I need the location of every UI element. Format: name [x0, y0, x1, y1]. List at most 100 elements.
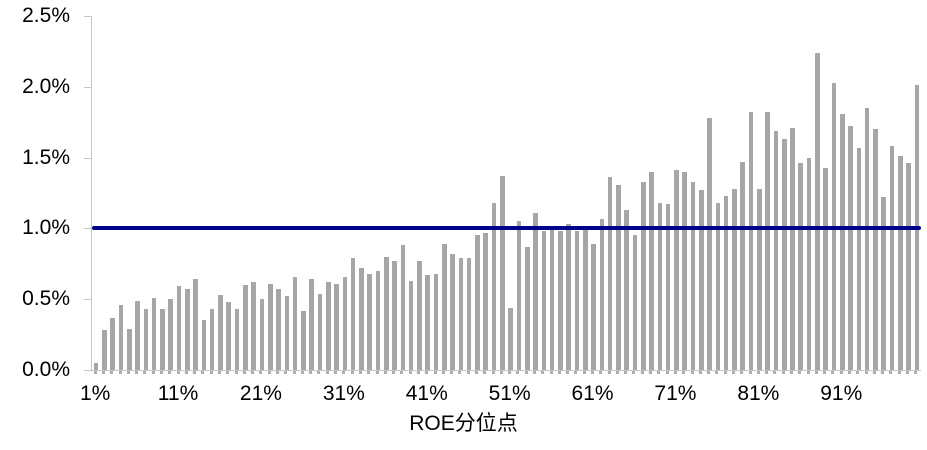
x-tick-mark	[375, 371, 379, 374]
bar-percentile-19	[243, 285, 248, 370]
bar-percentile-43	[442, 243, 447, 370]
bar-percentile-88	[815, 52, 820, 370]
x-tick-mark	[135, 371, 139, 374]
y-tick-label: 2.5%	[22, 4, 70, 27]
bar-percentile-8	[151, 297, 157, 370]
x-axis-title: ROE分位点	[409, 412, 518, 435]
x-tick-mark	[259, 371, 263, 374]
x-tick-mark	[731, 371, 735, 374]
x-tick-mark	[690, 371, 694, 374]
bar-percentile-71	[674, 170, 679, 370]
bar-percentile-98	[897, 156, 903, 370]
bar-percentile-11	[176, 286, 182, 370]
bar-percentile-67	[640, 181, 646, 370]
x-tick-label: 41%	[405, 382, 448, 405]
x-tick-mark	[101, 371, 105, 374]
x-tick-mark	[126, 371, 130, 374]
x-tick-mark	[806, 371, 810, 374]
x-tick-mark	[342, 371, 346, 374]
bar-percentile-99	[906, 163, 911, 370]
x-tick-label: 21%	[239, 382, 282, 405]
plot-area	[91, 16, 921, 371]
x-tick-mark	[425, 371, 429, 374]
y-tick-label: 0.5%	[22, 287, 70, 311]
x-tick-mark	[143, 371, 147, 374]
bar-percentile-18	[234, 309, 240, 370]
x-tick-mark	[217, 371, 221, 374]
x-tick-mark	[491, 371, 495, 374]
bar-percentile-60	[582, 225, 588, 370]
bar-percentile-22	[267, 283, 273, 370]
x-tick-mark	[756, 371, 760, 374]
x-tick-mark	[848, 371, 852, 374]
x-tick-mark	[831, 371, 835, 374]
x-tick-mark	[450, 371, 454, 374]
y-tick-mark	[84, 228, 91, 230]
x-tick-label: 1%	[79, 382, 111, 405]
bar-percentile-31	[342, 276, 348, 370]
x-tick-mark	[881, 371, 885, 374]
bar-percentile-38	[400, 245, 406, 370]
x-tick-mark	[242, 371, 246, 374]
bar-percentile-44	[450, 253, 455, 370]
bar-percentile-95	[873, 129, 878, 370]
x-tick-label: 51%	[488, 382, 531, 405]
bar-percentile-37	[392, 260, 397, 370]
bar-percentile-73	[690, 181, 696, 370]
x-tick-mark	[474, 371, 478, 374]
x-tick-mark	[267, 371, 271, 374]
x-tick-mark	[541, 371, 545, 374]
bar-percentile-42	[433, 273, 439, 370]
bar-percentile-23	[276, 289, 281, 370]
bar-percentile-77	[723, 195, 729, 370]
x-tick-mark	[549, 371, 553, 374]
x-tick-mark	[682, 371, 686, 374]
bar-percentile-75	[707, 117, 712, 370]
bar-percentile-24	[284, 296, 290, 370]
bar-percentile-55	[541, 231, 547, 370]
x-tick-mark	[773, 371, 777, 374]
x-tick-mark	[906, 371, 910, 374]
bar-percentile-65	[624, 210, 629, 370]
bar-percentile-53	[524, 246, 530, 370]
x-tick-mark	[790, 371, 793, 374]
x-tick-mark	[433, 371, 437, 374]
x-tick-mark	[392, 371, 396, 374]
x-tick-mark	[350, 371, 354, 374]
y-tick-mark	[84, 370, 91, 371]
bar-percentile-70	[665, 204, 671, 370]
bar-percentile-57	[558, 231, 563, 370]
x-tick-mark	[325, 371, 329, 374]
x-tick-mark	[184, 371, 188, 374]
bar-percentile-61	[591, 243, 596, 370]
bar-percentile-58	[566, 224, 571, 370]
x-tick-mark	[168, 371, 172, 374]
bar-percentile-26	[301, 310, 306, 370]
bar-percentile-54	[533, 212, 538, 370]
x-tick-mark	[864, 371, 868, 374]
bar-percentile-20	[251, 282, 256, 370]
x-tick-mark	[193, 371, 197, 374]
bar-percentile-30	[334, 283, 339, 370]
x-tick-mark	[698, 371, 702, 374]
x-tick-mark	[516, 371, 520, 374]
bar-percentile-33	[359, 268, 364, 370]
x-tick-mark	[508, 371, 512, 374]
bar-percentile-17	[226, 302, 232, 370]
x-tick-mark	[483, 371, 487, 374]
y-tick-mark	[84, 157, 91, 159]
x-tick-mark	[673, 371, 677, 374]
bar-percentile-76	[715, 202, 721, 370]
x-tick-mark	[226, 371, 230, 374]
x-tick-mark	[574, 371, 578, 374]
bar-percentile-34	[367, 273, 372, 370]
x-tick-mark	[814, 371, 818, 374]
bar-percentile-79	[740, 161, 746, 370]
x-tick-mark	[557, 371, 561, 374]
x-tick-mark	[615, 371, 619, 374]
bar-percentile-28	[317, 293, 323, 370]
x-tick-mark	[740, 371, 744, 374]
bar-percentile-66	[632, 235, 638, 370]
bar-percentile-83	[773, 130, 779, 370]
bar-percentile-56	[549, 225, 555, 370]
